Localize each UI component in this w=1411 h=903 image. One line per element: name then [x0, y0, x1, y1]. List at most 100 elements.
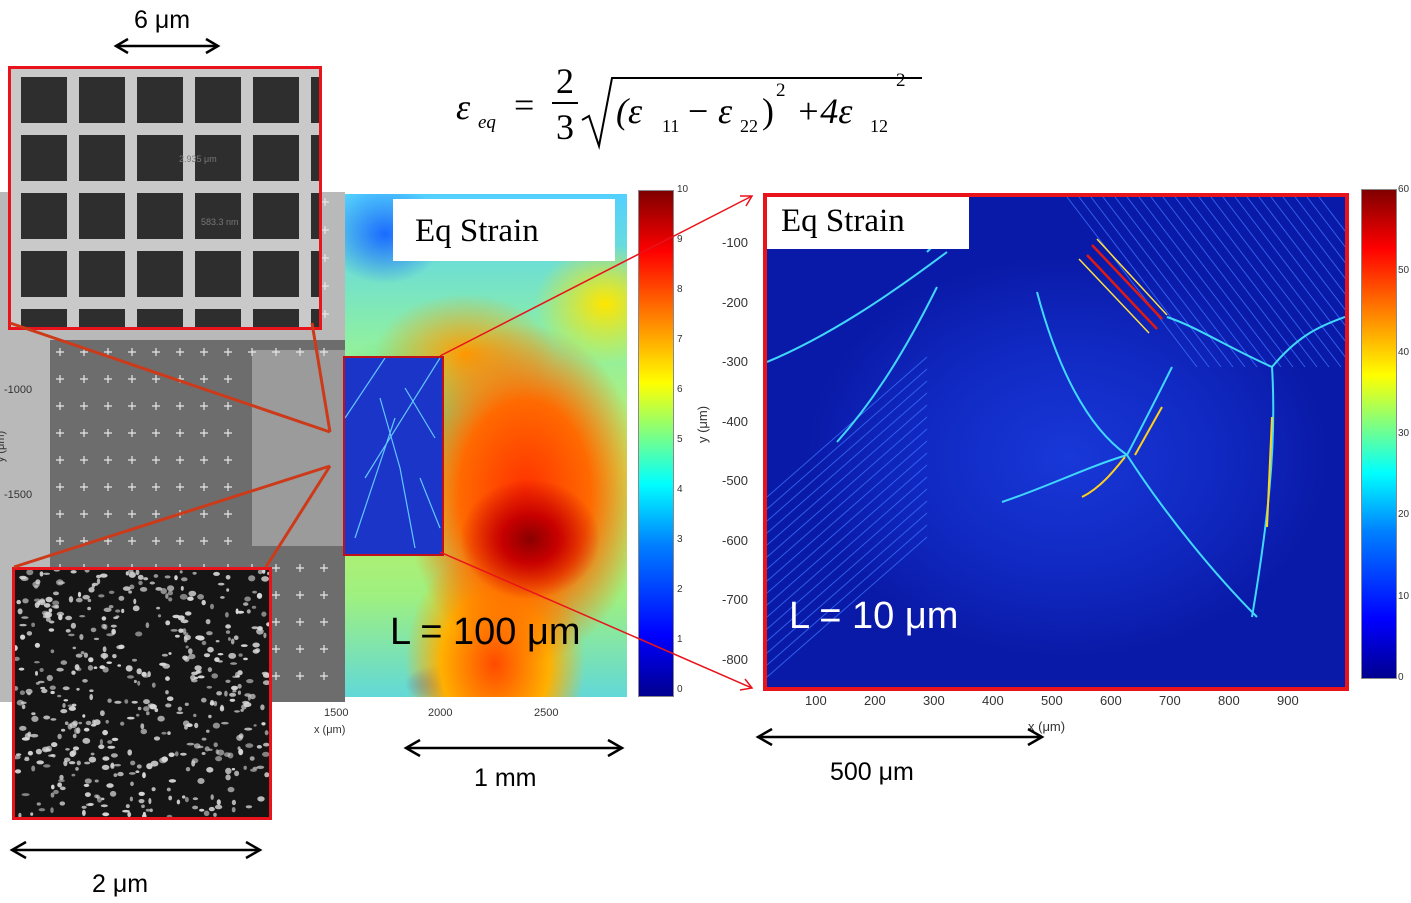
particle: [111, 737, 119, 742]
particle: [61, 728, 66, 732]
cross-marker: [56, 483, 64, 491]
particle: [18, 812, 22, 817]
slip-line: [1234, 197, 1345, 342]
particle: [193, 713, 197, 718]
particle: [184, 702, 189, 706]
particle: [132, 605, 140, 612]
particle: [225, 612, 229, 618]
particle: [245, 805, 253, 809]
particle: [93, 637, 100, 641]
particle: [176, 711, 184, 715]
particle: [85, 803, 93, 807]
particle: [63, 760, 68, 767]
cross-marker: [80, 348, 88, 356]
particle: [227, 637, 231, 641]
left-scale-arrow: [403, 738, 625, 758]
particle: [114, 763, 121, 767]
cross-marker: [200, 510, 208, 518]
slip-line: [1090, 197, 1222, 368]
particle: [65, 629, 71, 633]
particle: [246, 609, 251, 614]
particle: [106, 633, 114, 637]
particle: [188, 648, 193, 655]
grid-bar-horizontal: [11, 181, 319, 193]
slip-line: [767, 500, 928, 642]
cross-marker: [152, 429, 160, 437]
right-y-tick: -700: [722, 592, 749, 607]
particle: [230, 662, 238, 665]
slip-line: [767, 428, 928, 570]
right-colorbar-tick: 30: [1398, 428, 1410, 439]
particle: [79, 615, 86, 618]
particle: [93, 719, 101, 726]
slip-line: [1186, 197, 1318, 368]
particle: [138, 799, 145, 804]
particle: [68, 633, 75, 637]
particle: [242, 700, 250, 705]
particle: [197, 778, 205, 784]
particle: [24, 756, 30, 759]
particle: [130, 760, 136, 766]
particle: [21, 616, 29, 619]
particle: [251, 626, 259, 630]
particle: [34, 661, 40, 664]
particle: [161, 756, 168, 763]
slip-line: [767, 512, 928, 654]
slip-line: [1306, 197, 1345, 248]
particle: [187, 596, 194, 601]
particle: [267, 571, 269, 576]
particle: [83, 727, 90, 732]
particle: [261, 576, 269, 582]
particles-scale-arrow: [9, 840, 263, 860]
particle: [48, 608, 53, 613]
particle: [21, 793, 30, 797]
particle: [93, 666, 98, 669]
particle: [236, 610, 245, 614]
particle: [264, 772, 269, 778]
particle: [120, 721, 125, 726]
formula-sub3: 12: [870, 116, 888, 136]
particle: [65, 615, 73, 621]
particle: [224, 690, 228, 697]
particle: [141, 804, 145, 809]
cross-marker: [128, 375, 136, 383]
cross-marker: [176, 456, 184, 464]
left-colorbar-tick: 0: [677, 684, 683, 695]
particle: [59, 774, 64, 780]
formula-minus: −: [688, 91, 709, 131]
cross-marker: [104, 375, 112, 383]
left-colorbar-tick: 2: [677, 584, 683, 595]
particle: [122, 809, 130, 813]
particle: [56, 667, 64, 672]
particle: [90, 752, 95, 756]
particle: [57, 694, 62, 698]
particle: [175, 634, 180, 638]
particle: [217, 660, 223, 663]
grid-scale-label: 6 μm: [134, 6, 191, 34]
particle: [57, 782, 62, 788]
particle: [87, 598, 92, 603]
particle: [167, 590, 173, 596]
particle: [248, 575, 256, 582]
particle: [115, 609, 121, 613]
cross-marker: [200, 537, 208, 545]
particle: [131, 700, 138, 704]
particle: [262, 570, 266, 574]
slip-line: [767, 368, 928, 510]
right-y-axis-label: y (μm): [695, 405, 711, 444]
cross-marker: [176, 537, 184, 545]
cross-marker: [321, 198, 329, 206]
grid-bar-vertical: [125, 69, 137, 327]
formula-sub2: 22: [740, 116, 758, 136]
particle: [20, 634, 26, 640]
particle: [31, 765, 36, 772]
particle: [231, 685, 238, 691]
particle: [39, 598, 45, 604]
left-map-title: Eq Strain: [415, 213, 539, 249]
cross-marker: [200, 375, 208, 383]
cross-marker: [296, 618, 304, 626]
cross-marker: [272, 645, 280, 653]
slip-line: [1138, 197, 1270, 368]
particle: [27, 692, 31, 696]
particle: [72, 733, 77, 739]
